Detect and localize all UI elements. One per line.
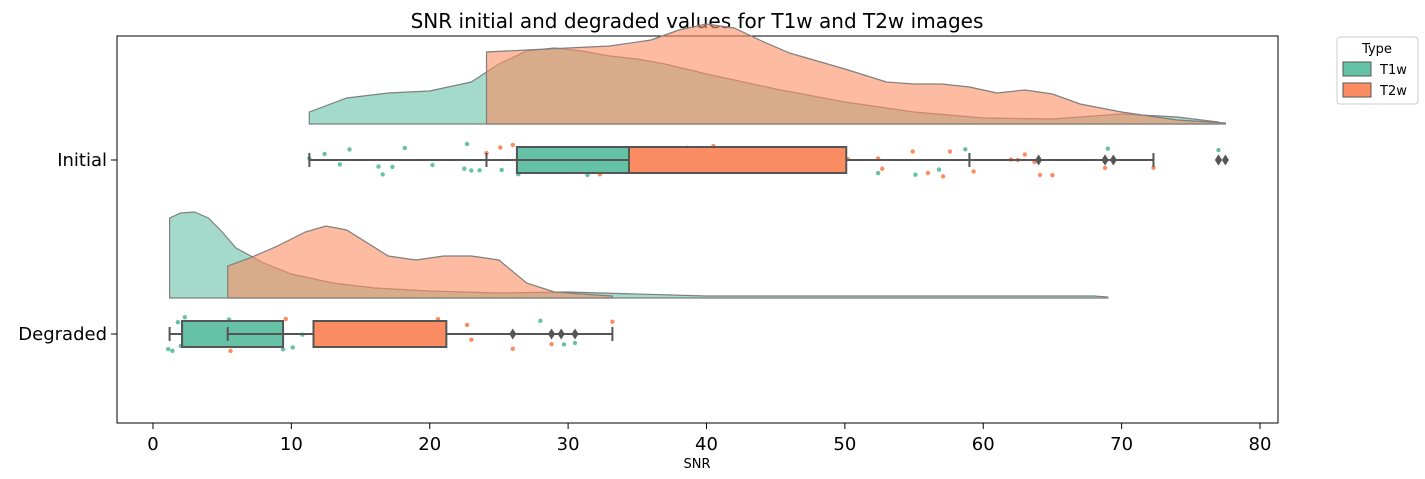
point-t1w-initial <box>499 167 504 173</box>
point-t2w-degraded <box>283 316 288 322</box>
y-tick-label: Degraded <box>18 324 107 345</box>
point-t1w-initial <box>913 172 918 177</box>
point-t1w-initial <box>464 141 470 147</box>
outlier-t2w-initial <box>1101 154 1109 166</box>
point-t1w-degraded <box>538 318 543 323</box>
point-t1w-degraded <box>170 348 175 353</box>
legend-label-t1w: T1w <box>1379 63 1407 78</box>
point-t1w-initial <box>875 170 881 176</box>
point-t1w-initial <box>380 172 385 177</box>
outlier-t2w-initial <box>1214 154 1222 166</box>
box-t2w-initial <box>628 146 848 174</box>
point-t2w-initial <box>1037 172 1043 178</box>
legend: Type T1w T2w <box>1336 36 1419 105</box>
x-tick-label: 70 <box>1110 434 1133 455</box>
point-t1w-initial <box>430 162 435 168</box>
box-t2w-degraded <box>312 320 448 348</box>
x-tick-label: 80 <box>1249 434 1272 455</box>
x-tick-label: 50 <box>833 434 856 455</box>
point-t1w-initial <box>376 164 381 169</box>
legend-title: Type <box>1361 42 1392 57</box>
plot-area <box>166 23 1229 354</box>
outlier-t2w-initial <box>1221 154 1229 166</box>
x-tick-label: 20 <box>418 434 441 455</box>
point-t2w-initial <box>880 166 885 171</box>
point-t2w-initial <box>910 149 915 154</box>
legend-label-t2w: T2w <box>1379 84 1407 99</box>
x-tick-label: 10 <box>280 434 303 455</box>
point-t1w-initial <box>477 168 482 173</box>
point-t1w-initial <box>402 145 407 151</box>
x-axis-label: SNR <box>683 457 710 472</box>
point-t2w-degraded <box>510 346 515 351</box>
point-t2w-degraded <box>464 322 470 328</box>
x-tick-label: 40 <box>695 434 718 455</box>
point-t2w-initial <box>971 169 976 174</box>
point-t2w-initial <box>1151 165 1156 170</box>
point-t1w-initial <box>347 147 352 152</box>
outlier-t2w-initial <box>1035 154 1043 166</box>
point-t1w-degraded <box>572 340 578 346</box>
point-t1w-degraded <box>166 346 171 352</box>
x-tick-label: 60 <box>972 434 995 455</box>
point-t2w-degraded <box>610 319 615 324</box>
outlier-t2w-degraded <box>571 328 579 340</box>
outlier-t2w-degraded <box>557 328 565 340</box>
y-tick-label: Initial <box>57 150 107 171</box>
point-t1w-degraded <box>290 345 295 350</box>
point-t1w-degraded <box>182 315 187 320</box>
point-t2w-initial <box>947 149 953 154</box>
outlier-t2w-degraded <box>548 328 556 340</box>
point-t2w-initial <box>925 170 931 176</box>
cloud-t2w-initial <box>485 23 1226 125</box>
point-t1w-initial <box>936 167 942 172</box>
point-t2w-degraded <box>228 348 233 354</box>
point-t2w-initial <box>1050 173 1055 178</box>
point-t1w-degraded <box>280 347 286 352</box>
point-t1w-initial <box>337 162 342 167</box>
point-t1w-degraded <box>175 320 181 325</box>
point-t1w-initial <box>469 168 474 173</box>
point-t2w-initial <box>510 142 515 148</box>
legend-swatch-t2w <box>1342 82 1372 98</box>
point-t1w-initial <box>390 164 395 170</box>
axes: 0 10 20 30 40 50 60 70 80 Initial Degraded <box>18 150 1271 455</box>
x-tick-label: 0 <box>147 434 158 455</box>
point-t2w-initial <box>940 174 946 179</box>
point-t1w-initial <box>1105 146 1111 151</box>
point-t1w-initial <box>462 166 467 171</box>
point-t1w-degraded <box>561 342 567 347</box>
point-t2w-degraded <box>469 337 474 342</box>
point-t1w-initial <box>963 147 968 152</box>
outlier-t2w-initial <box>1109 154 1117 166</box>
legend-swatch-t1w <box>1342 61 1372 77</box>
cloud-t2w-degraded <box>227 225 613 299</box>
x-tick-label: 30 <box>557 434 580 455</box>
outlier-t2w-degraded <box>509 328 517 340</box>
point-t2w-initial <box>1022 152 1027 157</box>
point-t2w-initial <box>498 145 503 150</box>
point-t1w-initial <box>1216 147 1221 153</box>
point-t2w-degraded <box>549 342 554 347</box>
point-t2w-initial <box>1102 165 1108 171</box>
point-t1w-initial <box>322 151 327 157</box>
